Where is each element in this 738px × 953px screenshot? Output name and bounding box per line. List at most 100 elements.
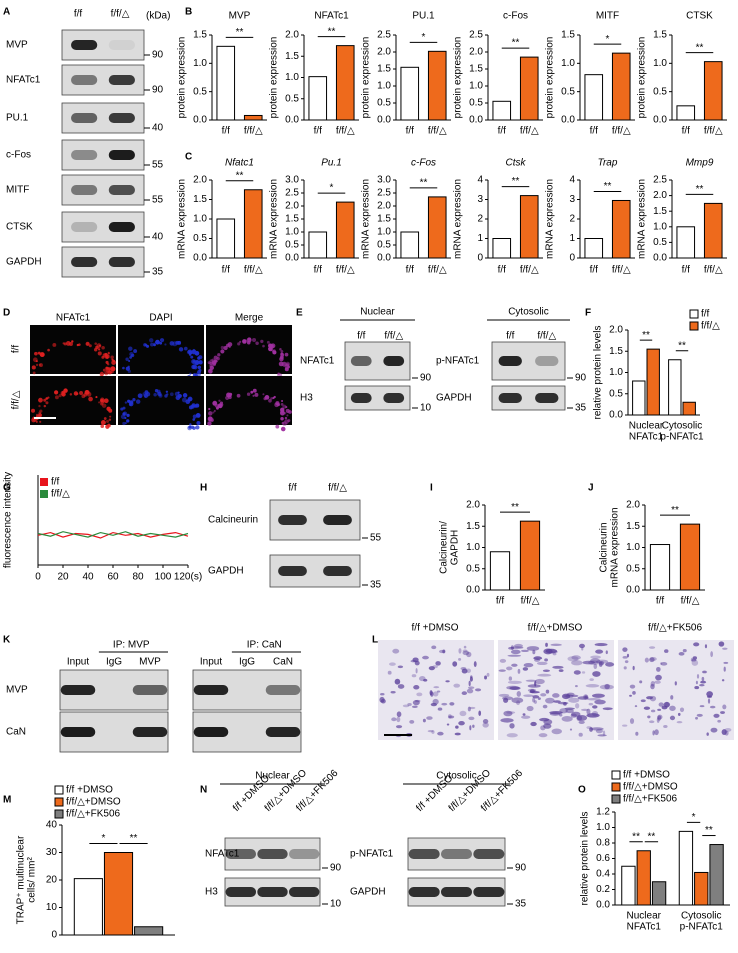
cell <box>396 725 403 729</box>
cell <box>461 691 468 696</box>
condition-label: f/f/△+FK506 <box>648 623 703 634</box>
cell <box>468 716 475 721</box>
cell <box>682 649 687 653</box>
cell <box>159 341 163 345</box>
cell <box>563 694 574 698</box>
significance-label: ** <box>696 184 704 195</box>
cell <box>159 394 162 397</box>
cell <box>650 681 655 687</box>
cell <box>414 699 421 703</box>
cell <box>622 724 628 727</box>
y-tick-label: 0 <box>569 253 575 264</box>
bar <box>519 520 541 591</box>
y-tick-label: 1.0 <box>469 81 483 92</box>
y-tick-label: 0 <box>51 930 57 941</box>
cell <box>669 705 676 711</box>
cell <box>416 692 423 697</box>
cell <box>34 351 38 356</box>
cell <box>124 401 128 404</box>
cell <box>128 360 131 363</box>
panel-letter: J <box>588 483 594 494</box>
cell <box>517 668 521 674</box>
bar <box>679 523 701 591</box>
cell <box>458 648 462 654</box>
bar <box>632 380 646 416</box>
cell <box>467 706 471 712</box>
y-tick-label: 2.5 <box>377 30 391 41</box>
cell <box>43 404 47 408</box>
row-label: p-NFATc1 <box>350 849 394 860</box>
y-tick-label: 2.0 <box>377 201 391 212</box>
y-tick-label: 0.5 <box>561 86 575 97</box>
cell <box>458 721 465 726</box>
marker-label: 55 <box>152 160 164 171</box>
cell <box>557 701 569 705</box>
y-tick-label: 1.5 <box>193 194 207 205</box>
cell <box>721 679 725 682</box>
cell <box>622 656 628 659</box>
micrograph <box>378 640 494 740</box>
cell <box>522 713 526 716</box>
section-title: Cytosolic <box>436 771 477 782</box>
cell <box>442 649 446 654</box>
row-label: PU.1 <box>6 113 29 124</box>
band <box>225 887 257 897</box>
cell <box>468 686 475 690</box>
y-tick-label: 2.5 <box>285 188 299 199</box>
bar <box>703 61 723 121</box>
cell <box>195 425 200 430</box>
y-tick-label: 1 <box>569 233 575 244</box>
y-tick-label: 0.0 <box>285 115 299 126</box>
cell <box>101 403 107 408</box>
cell <box>155 339 160 345</box>
cell <box>701 676 705 681</box>
cell <box>549 712 561 716</box>
cell <box>462 649 468 653</box>
y-tick-label: 1.0 <box>377 81 391 92</box>
cell <box>380 698 386 704</box>
cell <box>605 650 608 655</box>
y-tick-label: 0.6 <box>596 853 610 864</box>
cell <box>629 718 635 724</box>
cell <box>391 717 397 722</box>
y-axis-label: mRNA expression <box>177 179 188 259</box>
band <box>60 685 96 695</box>
cell <box>598 660 605 666</box>
cell <box>32 371 36 375</box>
x-tick-label: f/f/△ <box>244 265 263 276</box>
significance-label: ** <box>604 181 612 192</box>
cell <box>38 404 41 408</box>
x-tick-label: f/f <box>222 265 231 276</box>
cell <box>469 676 473 682</box>
x-tick-label: f/f <box>496 596 505 607</box>
marker-label: 90 <box>420 373 432 384</box>
cell <box>657 715 662 721</box>
group-title: IP: MVP <box>113 640 150 651</box>
cell <box>632 691 636 695</box>
y-tick-label: 2.0 <box>626 500 640 511</box>
x-tick-label: f/f/△ <box>336 265 355 276</box>
cell <box>47 348 50 352</box>
y-tick-label: 40 <box>46 820 58 831</box>
cell <box>585 684 600 688</box>
band <box>473 887 505 897</box>
significance-label: ** <box>632 831 640 842</box>
y-axis-label: mRNA expression <box>361 179 372 259</box>
cell <box>252 394 255 397</box>
cell <box>649 657 655 663</box>
y-tick-label: 1.0 <box>609 367 623 378</box>
marker-label: 90 <box>152 50 164 61</box>
cell <box>594 699 606 705</box>
cell <box>149 338 154 343</box>
cell <box>717 719 721 723</box>
cell <box>576 715 583 722</box>
cell <box>589 678 594 682</box>
y-axis-label: GAPDH <box>450 530 461 566</box>
cell <box>126 419 130 423</box>
cell <box>254 392 259 397</box>
y-tick-label: 2.0 <box>285 30 299 41</box>
cell <box>159 338 165 343</box>
significance-label: * <box>422 32 426 43</box>
cell <box>198 355 203 360</box>
cell <box>532 697 536 703</box>
